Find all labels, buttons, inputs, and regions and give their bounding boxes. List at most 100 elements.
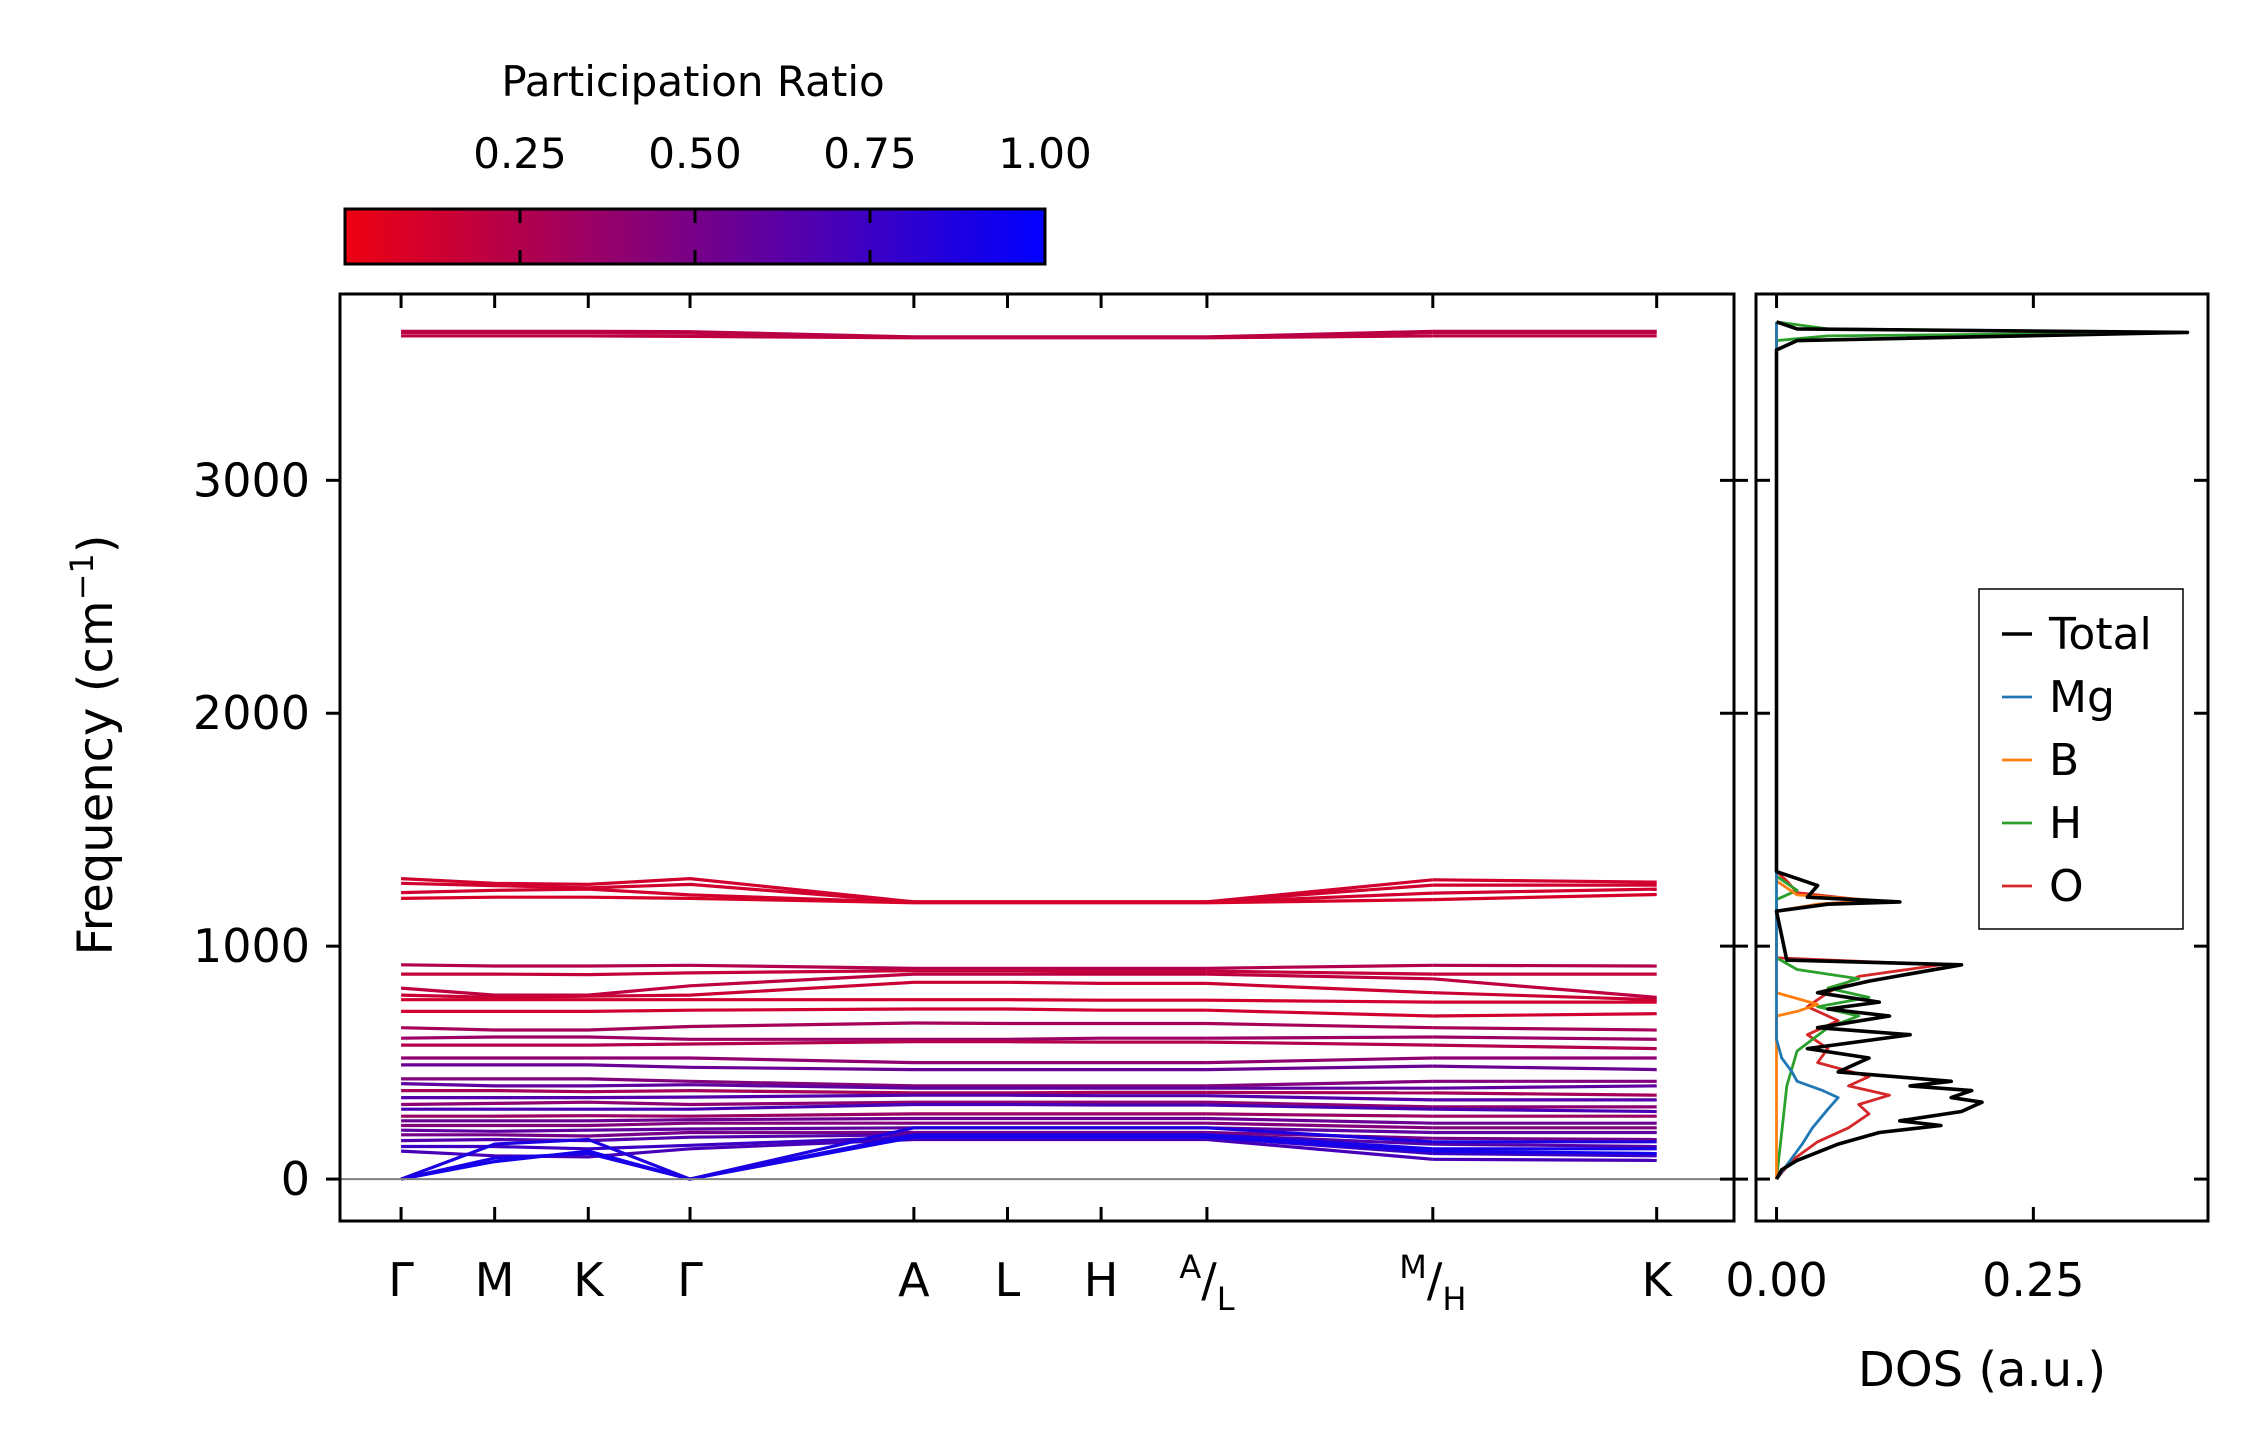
phonon-band-line xyxy=(1206,1064,1433,1072)
x-tick-label-bottom: H xyxy=(1442,1280,1466,1318)
dos-x-tick-label: 0.25 xyxy=(1982,1253,2084,1307)
colorbar: Participation Ratio 0.25 0.50 0.75 1.00 xyxy=(343,57,1092,266)
phonon-band-line xyxy=(1206,1090,1433,1095)
phonon-band-line xyxy=(401,1130,1207,1138)
dos-series-mg xyxy=(1775,321,1840,1180)
y-tick-label: 0 xyxy=(281,1152,310,1206)
phonon-band-line xyxy=(1206,1103,1433,1111)
phonon-band-line xyxy=(1206,998,1433,1004)
phonon-band-line xyxy=(401,1063,1207,1072)
phonon-band-line xyxy=(1432,1142,1657,1149)
phonon-band-line xyxy=(1206,1079,1433,1088)
x-tick-label-sep: / xyxy=(1201,1253,1217,1307)
phonon-band-line xyxy=(401,1088,1207,1095)
phonon-band-line xyxy=(401,1112,1207,1118)
phonon-band-line xyxy=(1206,329,1433,339)
phonon-band-line xyxy=(1432,1157,1657,1163)
phonon-band-line xyxy=(1432,1151,1657,1158)
legend-label-o: O xyxy=(2049,861,2084,912)
phonon-band-line xyxy=(1206,972,1433,981)
dos-series-o xyxy=(1775,321,1943,1180)
phonon-band-line xyxy=(401,980,1207,1000)
x-tick-label: K xyxy=(1642,1253,1674,1307)
phonon-band-line xyxy=(1206,1133,1433,1151)
colorbar-title: Participation Ratio xyxy=(501,57,884,106)
dos-series-h xyxy=(1775,320,2179,1180)
phonon-band-line xyxy=(1206,1056,1433,1065)
phonon-band-line xyxy=(401,963,1207,970)
phonon-band-line xyxy=(401,1082,1207,1090)
phonon-band-line xyxy=(1206,1040,1433,1047)
x-tick-label: A xyxy=(898,1253,930,1307)
phonon-band-line xyxy=(401,1040,1207,1047)
phonon-band-line xyxy=(1206,1137,1433,1161)
phonon-band-line xyxy=(401,1021,1207,1032)
phonon-band-line xyxy=(1432,1012,1657,1018)
band-axes-frame xyxy=(338,292,1736,1223)
phonon-band-line xyxy=(1206,1008,1433,1018)
phonon-band-line xyxy=(1206,883,1433,904)
dos-x-tick-label: 0.00 xyxy=(1725,1253,1827,1307)
x-tick-label: L xyxy=(995,1253,1021,1307)
x-tick-label-top: M xyxy=(1399,1248,1427,1286)
colorbar-tick-label: 0.75 xyxy=(823,129,917,178)
phonon-band-line xyxy=(1432,1035,1657,1041)
legend-label-total: Total xyxy=(2048,609,2152,660)
phonon-band-line xyxy=(401,329,1207,339)
y-tick-label: 2000 xyxy=(193,686,310,740)
phonon-band-line xyxy=(1206,1121,1433,1130)
phonon-band-line xyxy=(401,1102,1207,1111)
phonon-band-line xyxy=(401,1077,1207,1088)
phonon-band-line xyxy=(401,998,1207,1002)
phonon-band-line xyxy=(1432,1136,1657,1142)
y-axis-label: Frequency (cm−1) xyxy=(63,534,124,955)
phonon-band-line xyxy=(401,1007,1207,1014)
phonon-band-line xyxy=(1206,969,1433,976)
phonon-band-line xyxy=(401,968,1207,977)
x-tick-label: K xyxy=(573,1253,605,1307)
colorbar-tick-label: 0.25 xyxy=(473,129,567,178)
x-tick-label: A/L xyxy=(1179,1248,1234,1318)
x-tick-label-bottom: L xyxy=(1217,1280,1235,1318)
phonon-band-line xyxy=(1432,1149,1657,1156)
x-tick-label: M/H xyxy=(1399,1248,1466,1318)
phonon-band-line xyxy=(1432,963,1657,968)
x-tick-label-top: A xyxy=(1179,1248,1201,1286)
legend-label-mg: Mg xyxy=(2049,672,2115,723)
phonon-band-line xyxy=(400,972,1207,997)
phonon-band-line xyxy=(1432,892,1657,902)
phonon-band-line xyxy=(401,1093,1207,1100)
phonon-band-line xyxy=(401,1116,1207,1123)
y-axis-label-close: ) xyxy=(68,534,124,553)
phonon-band-line xyxy=(1432,977,1657,999)
phonon-band-line xyxy=(400,1126,1207,1181)
phonon-band-line xyxy=(1432,878,1657,884)
x-tick-label: H xyxy=(1084,1253,1119,1307)
phonon-band-line xyxy=(401,895,1207,905)
phonon-band-line xyxy=(1432,1043,1657,1051)
x-tick-label: Γ xyxy=(388,1253,414,1307)
colorbar-tick-label: 1.00 xyxy=(998,129,1092,178)
y-tick-label: 1000 xyxy=(193,919,310,973)
dos-series-total xyxy=(1774,320,2190,1180)
phonon-band-line xyxy=(1206,963,1433,970)
x-tick-label: Γ xyxy=(677,1253,703,1307)
phonon-band-line xyxy=(401,1100,1207,1107)
phonon-band-line xyxy=(1206,1094,1433,1102)
phonon-band-line xyxy=(1432,1026,1657,1032)
phonon-band-line xyxy=(1206,1021,1433,1030)
x-tick-label-sep: / xyxy=(1427,1253,1443,1307)
y-axis-label-text: Frequency (cm xyxy=(68,600,124,955)
y-axis-label-exponent: −1 xyxy=(63,553,101,600)
phonon-band-line xyxy=(400,1133,1207,1181)
phonon-band-line xyxy=(1432,1084,1657,1090)
legend-label-b: B xyxy=(2049,735,2079,786)
phonon-band-line xyxy=(1206,1135,1433,1153)
dos-axes-frame xyxy=(1754,292,2210,1223)
phonon-band-line xyxy=(1206,1112,1433,1118)
phonon-band-line xyxy=(401,1035,1207,1041)
phonon-band-line xyxy=(1432,1091,1657,1097)
phonon-band-line xyxy=(1432,1064,1657,1072)
